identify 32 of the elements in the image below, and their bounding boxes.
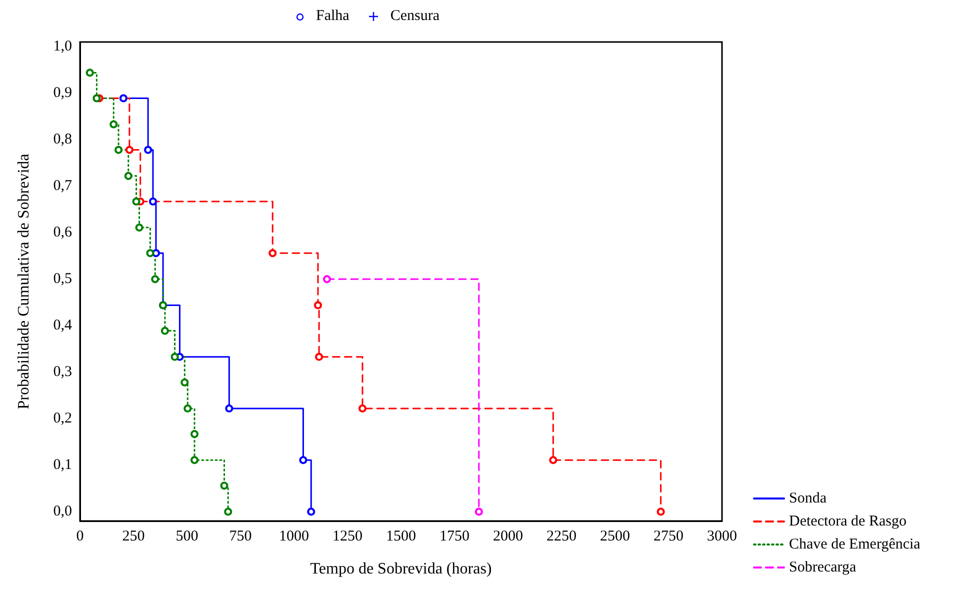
- legend-label: Chave de Emergência: [789, 536, 921, 552]
- legend-label: Sobrecarga: [789, 560, 857, 576]
- x-tick-label: 500: [176, 528, 198, 544]
- x-tick-label: 250: [122, 528, 145, 544]
- y-tick-label: 0,8: [53, 132, 72, 148]
- y-tick-label: 0,7: [53, 178, 72, 194]
- x-tick-label: 750: [229, 528, 252, 544]
- x-tick-label: 2250: [546, 528, 576, 544]
- y-tick-label: 0,5: [53, 271, 72, 288]
- text: Falha: [316, 8, 350, 25]
- x-tick-label: 1500: [386, 528, 416, 544]
- x-tick-label: 2750: [654, 528, 684, 544]
- x-tick-label: 3000: [707, 528, 737, 544]
- legend-label: Detectora de Rasgo: [789, 514, 906, 530]
- y-tick-label: 0,9: [53, 85, 72, 102]
- text: Censura: [390, 8, 440, 25]
- x-tick-label: 2000: [493, 528, 523, 544]
- x-tick-label: 2500: [600, 528, 630, 544]
- y-axis-title: Probabilidade Cumulativa de Sobrevida: [16, 154, 32, 410]
- y-tick-label: 1,0: [53, 38, 72, 55]
- y-tick-label: 0,6: [53, 224, 72, 241]
- legend-label: Sonda: [789, 490, 827, 506]
- y-tick-label: 0,1: [53, 457, 72, 474]
- y-tick-label: 0,3: [53, 364, 72, 380]
- y-tick-label: 0,0: [53, 504, 72, 520]
- y-tick-label: 0,2: [53, 410, 72, 427]
- x-tick-label: 1750: [440, 528, 470, 544]
- x-axis-title: Tempo de Sobrevida (horas): [310, 560, 492, 578]
- x-tick-label: 1250: [332, 528, 362, 544]
- y-tick-label: 0,4: [53, 318, 72, 334]
- x-tick-label: 1000: [279, 528, 309, 544]
- x-tick-label: 0: [76, 528, 84, 544]
